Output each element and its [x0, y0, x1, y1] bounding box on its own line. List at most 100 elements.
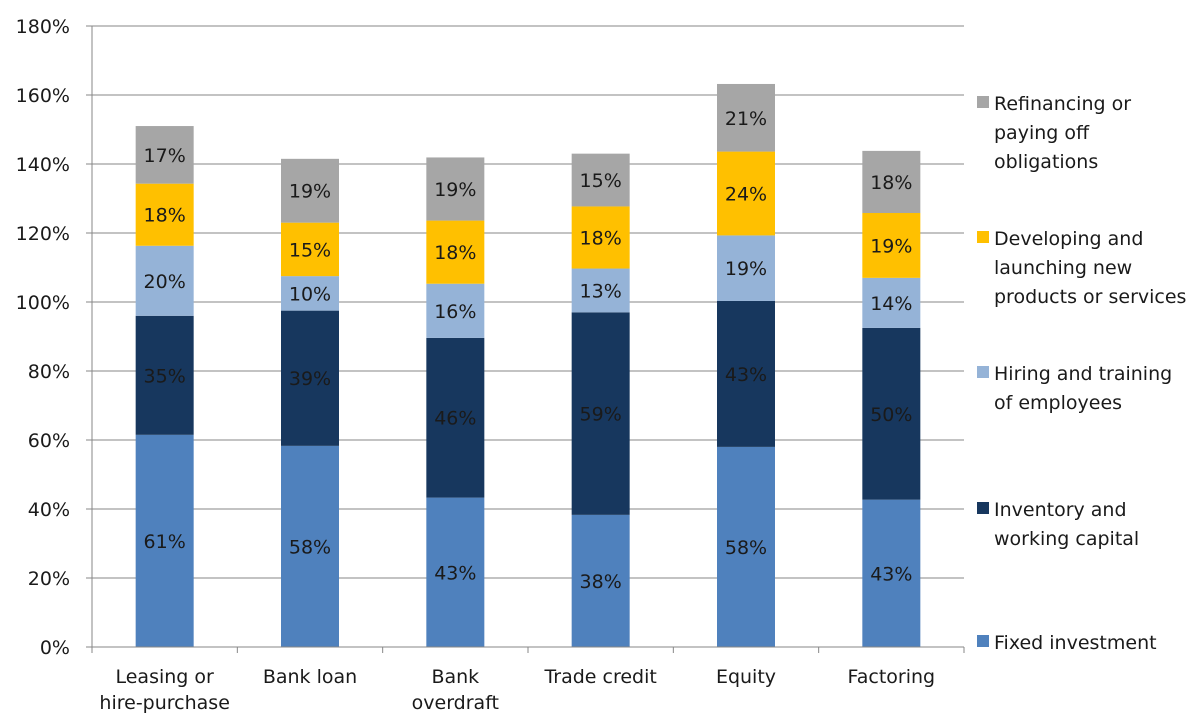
- bar-segment: [862, 150, 921, 213]
- legend-swatch: [977, 96, 989, 108]
- data-label: 50%: [870, 404, 912, 426]
- data-label: 43%: [434, 562, 476, 584]
- bar-segment: [862, 499, 921, 647]
- x-tick-label-line: Leasing or: [115, 666, 214, 688]
- data-label: 10%: [289, 283, 331, 305]
- data-label: 15%: [289, 239, 331, 261]
- legend-label-line: working capital: [994, 528, 1139, 550]
- data-label: 15%: [580, 170, 622, 192]
- bar-segment: [135, 315, 194, 435]
- bar-segment: [281, 222, 339, 277]
- data-label: 61%: [144, 531, 186, 553]
- bar-segment: [717, 83, 775, 152]
- x-tick-label: Factoring: [848, 666, 936, 688]
- legend-label: Fixed investment: [994, 632, 1157, 654]
- bar-segment: [862, 327, 921, 500]
- data-label: 16%: [434, 301, 476, 323]
- y-tick-label: 80%: [28, 361, 70, 383]
- bar-segment: [426, 497, 485, 647]
- bar-segment: [571, 312, 630, 515]
- data-label: 24%: [725, 183, 767, 205]
- bar-segment: [426, 157, 485, 221]
- data-label: 19%: [870, 235, 912, 257]
- x-tick-label-line: hire-purchase: [99, 692, 229, 714]
- bars: 61% 35% 20% 18% 17% 58% 39% 10% 15% 19% 43% 46% 16% 1…: [135, 83, 921, 647]
- bar-segment: [862, 212, 921, 278]
- legend-label: Refinancing or paying off obligations: [994, 93, 1131, 173]
- legend-label-line: launching new: [994, 257, 1132, 279]
- data-label: 18%: [434, 242, 476, 264]
- bar-segment: [571, 153, 630, 207]
- gridlines: [92, 25, 964, 579]
- data-label: 18%: [870, 172, 912, 194]
- bar-segment: [281, 310, 339, 446]
- data-label: 18%: [580, 227, 622, 249]
- bar-segment: [426, 337, 485, 498]
- legend-swatch: [977, 635, 989, 647]
- legend-label-line: Hiring and training: [994, 363, 1172, 385]
- x-tick-label: Bank overdraft: [412, 666, 499, 714]
- legend-label-line: paying off: [994, 122, 1090, 144]
- data-label: 19%: [725, 258, 767, 280]
- y-tick-label: 20%: [28, 568, 70, 590]
- x-tick-label-line: Equity: [716, 666, 776, 688]
- bar-segment: [281, 445, 339, 647]
- legend-label-line: Refinancing or: [994, 93, 1131, 115]
- y-tick-label: 120%: [16, 223, 70, 245]
- legend-label-line: obligations: [994, 151, 1098, 173]
- bar-segment: [571, 206, 630, 269]
- y-tick-label: 0%: [40, 637, 70, 659]
- data-label: 43%: [870, 563, 912, 585]
- data-label: 13%: [580, 280, 622, 302]
- legend-label-line: Developing and: [994, 228, 1143, 250]
- bar-segment: [571, 514, 630, 647]
- x-tick-label-line: Factoring: [848, 666, 936, 688]
- data-label: 19%: [434, 179, 476, 201]
- bar-segment: [426, 283, 485, 338]
- data-label: 17%: [144, 145, 186, 167]
- bar-segment: [862, 277, 921, 328]
- legend-label-line: Inventory and: [994, 499, 1127, 521]
- bar-segment: [717, 151, 775, 236]
- bar-segment: [717, 235, 775, 301]
- bar-segment: [135, 434, 194, 647]
- data-label: 35%: [144, 365, 186, 387]
- data-label: 20%: [144, 271, 186, 293]
- legend-label: Developing and launching new products or s…: [994, 228, 1186, 308]
- data-label: 18%: [144, 205, 186, 227]
- data-label: 59%: [580, 404, 622, 426]
- data-label: 14%: [870, 293, 912, 315]
- legend-label-line: products or services: [994, 286, 1186, 308]
- data-label: 43%: [725, 364, 767, 386]
- y-tick-label: 140%: [16, 154, 70, 176]
- x-tick-label: Bank loan: [263, 666, 357, 688]
- data-label: 46%: [434, 408, 476, 430]
- data-label: 21%: [725, 108, 767, 130]
- x-tick-label: Leasing or hire-purchase: [99, 666, 229, 714]
- legend-label: Hiring and training of employees: [994, 363, 1172, 414]
- data-label: 19%: [289, 181, 331, 203]
- x-tick-label: Equity: [716, 666, 776, 688]
- bar-segment: [717, 446, 775, 647]
- x-tick-label-line: Trade credit: [543, 666, 656, 688]
- y-tick-label: 100%: [16, 292, 70, 314]
- legend-label-line: of employees: [994, 392, 1122, 414]
- bar-segment: [717, 300, 775, 447]
- legend-swatch: [977, 502, 989, 514]
- y-tick-label: 60%: [28, 430, 70, 452]
- legend-label-line: Fixed investment: [994, 632, 1157, 654]
- bar-segment: [571, 268, 630, 313]
- bar-segment: [281, 158, 339, 223]
- axes: 0% 20% 40% 60% 80% 100% 120% 140% 160% 180% Leasin…: [16, 16, 965, 714]
- x-tick-label-line: Bank: [431, 666, 479, 688]
- legend-swatch: [977, 231, 989, 243]
- y-tick-label: 180%: [16, 16, 70, 38]
- x-tick-label-line: overdraft: [412, 692, 499, 714]
- bar-segment: [426, 220, 485, 284]
- bar-segment: [135, 183, 194, 246]
- bar-segment: [135, 126, 194, 184]
- data-label: 38%: [580, 571, 622, 593]
- y-tick-label: 40%: [28, 499, 70, 521]
- bar-segment: [281, 276, 339, 311]
- y-tick-label: 160%: [16, 85, 70, 107]
